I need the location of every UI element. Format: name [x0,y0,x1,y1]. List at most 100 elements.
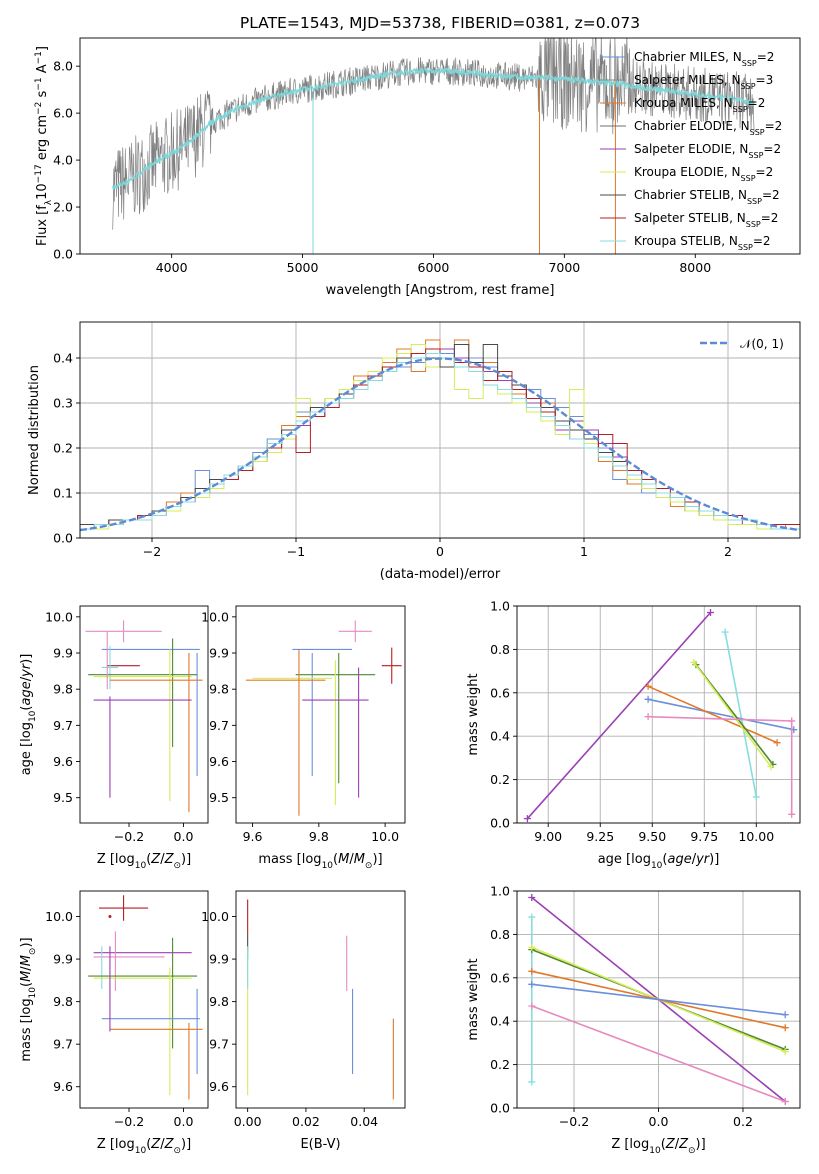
label-part: 10 [135,861,147,871]
weight-marker [644,682,652,690]
legend-sub: SSP [738,243,753,252]
y-tick-label: 9.9 [53,952,73,967]
y-tick-label: 0.4 [490,729,510,744]
legend-value: =3 [756,73,774,87]
errorbars [85,620,203,813]
label-part: ( [146,1137,151,1152]
y-tick-label: 9.8 [53,682,73,697]
label-part: ⊙ [688,1146,696,1156]
x-tick-label: 0.0 [174,829,194,844]
weight-marker [788,717,796,725]
legend-sub: SSP [747,197,762,206]
weight-marker [707,609,715,617]
label-part: mass [log [258,852,321,867]
label-part: / [160,852,165,867]
mass_vs_Z-panel: −0.2 0.09.69.79.89.910.0Z [log10(Z/Z⊙)]ma… [19,890,209,1156]
weight-marker [528,980,536,988]
x-tick-label: 9.25 [586,829,614,844]
y-tick-label: 0.6 [490,685,510,700]
x-axis-label: wavelength [Angstrom, rest frame] [326,283,555,298]
x-axis-label: Z [log10(Z/Z⊙)] [97,852,191,871]
label-part: Z [665,1137,676,1152]
weight-lines [523,609,798,823]
x-tick-label: 9.75 [690,829,718,844]
y-tick-label: 0.3 [53,396,73,411]
weight-marker [528,943,536,951]
label-part: yr [695,852,711,867]
y-tick-label: 9.6 [53,1079,73,1094]
label-part: Flux [f [35,205,50,246]
label-part: λ [44,199,54,205]
x-tick-label: 9.00 [534,829,562,844]
weight_vs_Z-panel: −0.2 0.0 0.20.00.20.40.60.81.0Z [log10(Z/Z… [466,884,801,1156]
age_vs_mass-panel: 9.6 9.8 10.0 9.5 9.6 9.7 9.8 9.9 10.0 mass [log10… [201,605,406,871]
weight-marker [523,815,531,823]
x-tick-label: 1 [580,544,588,559]
x-tick-label: 5000 [287,260,319,275]
label-part: )] [372,852,382,867]
axes-frame [235,605,406,824]
label-part: )] [19,937,34,947]
x-tick-label: 0.00 [234,1114,262,1129]
weight-line [693,661,772,768]
label-part: 10 [322,861,334,871]
y-tick-label: 0.4 [490,1014,510,1029]
label-part: −1 [34,51,44,64]
y-tick-label: 9.9 [53,646,73,661]
residuals-panel: −2 −1 0 1 2 0.0 0.1 0.2 0.3 0.4 𝒩(0, 1) (data-model… [27,321,801,582]
legend-sub: SSP [748,151,763,160]
weight-line [531,1005,786,1103]
weight-lines [528,894,789,1105]
x-tick-label: 0.2 [733,1114,753,1129]
x-axis-label: Z [log10(Z/Z⊙)] [97,1137,191,1156]
x-axis-label: (data-model)/error [380,567,501,582]
spectrum-traces [112,38,755,254]
weight-line [531,983,786,1016]
label-part: ( [19,706,34,711]
y-tick-label: 9.9 [209,952,229,967]
legend-entry: Chabrier STELIB, NSSP=2 [634,188,780,206]
label-part: ] [35,46,50,51]
x-tick-label: 9.8 [309,829,329,844]
label-part: )] [181,1137,191,1152]
legend-value: =2 [757,50,775,64]
weight-line [526,611,712,820]
model-spectrum [112,66,755,190]
legend-entry: Kroupa MILES, NSSP=2 [634,96,765,114]
legend-value: =2 [761,211,779,225]
legend-name: Kroupa MILES, N [634,96,733,110]
label-part: Z [164,852,175,867]
label-part: Z [150,1137,161,1152]
legend-name: Chabrier MILES, N [634,50,742,64]
x-tick-label: 0.0 [174,1114,194,1129]
weight-line [647,685,778,744]
y-tick-label: 4.0 [53,153,73,168]
spectrum-panel: 4000 5000 6000 7000 8000 0.0 2.0 4.0 6.0 8.0 wavel… [34,37,801,298]
label-part: M [338,852,349,867]
y-tick-label: 9.9 [209,646,229,661]
y-tick-label: 9.8 [53,994,73,1009]
y-tick-label: 10.0 [45,609,73,624]
label-part: 10 [35,183,50,200]
x-tick-label: 0.04 [350,1114,378,1129]
histogram-series [80,353,800,538]
x-tick-label: 4000 [156,260,188,275]
weight-line [695,664,774,765]
x-tick-label: 8000 [679,260,711,275]
weight-marker [644,713,652,721]
weight-marker [528,1002,536,1010]
label-part: Z [678,1137,689,1152]
legend-name: Salpeter MILES, N [634,73,741,87]
legend-name: Kroupa STELIB, N [634,234,738,248]
weight-marker [644,695,652,703]
y-tick-label: 1.0 [490,599,510,614]
label-part: −2 [34,102,44,115]
weight-marker [773,739,781,747]
legend-sub: SSP [750,128,765,137]
x-tick-label: 6000 [418,260,450,275]
x-tick-label: 9.50 [638,829,666,844]
x-axis-label: age [log10(age/yr)] [598,852,720,871]
weight-marker [781,1011,789,1019]
y-tick-label: 10.0 [201,609,229,624]
